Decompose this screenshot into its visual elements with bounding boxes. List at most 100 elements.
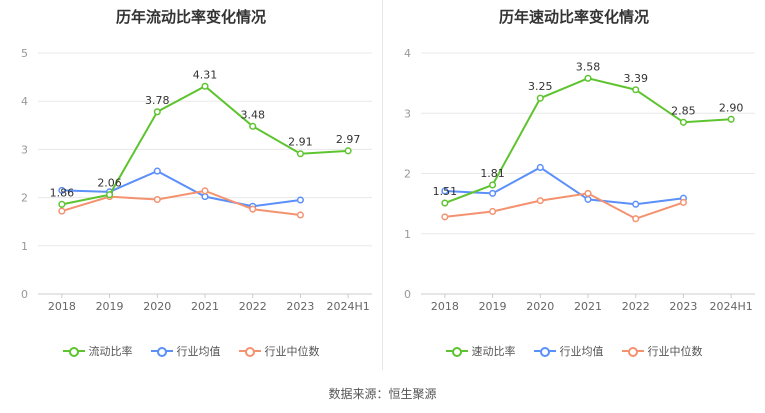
y-tick-label: 0 (404, 288, 411, 301)
data-point-avg (296, 196, 304, 204)
data-label: 3.48 (240, 108, 265, 121)
y-tick-label: 2 (404, 168, 411, 181)
y-tick-label: 1 (21, 240, 28, 253)
x-tick-label: 2023 (286, 300, 314, 313)
x-tick-label: 2022 (622, 300, 650, 313)
data-point-main (296, 150, 304, 158)
x-tick-label: 2019 (96, 300, 124, 313)
legend-item-avg[interactable]: 行业均值 (150, 343, 221, 359)
data-point-main (679, 118, 687, 126)
data-label: 2.97 (336, 133, 361, 146)
y-tick-label: 2 (21, 192, 28, 205)
data-label: 2.85 (671, 104, 696, 117)
data-point-avg (536, 163, 544, 172)
data-point-avg (632, 200, 640, 208)
legend-label: 行业均值 (176, 345, 221, 358)
legend-item-main[interactable]: 速动比率 (445, 343, 516, 359)
data-point-median (58, 207, 66, 215)
legend-marker-icon (62, 346, 85, 357)
data-label: 1.86 (50, 186, 75, 199)
x-tick-label: 2024H1 (710, 300, 753, 313)
x-tick-label: 2018 (48, 300, 76, 313)
chart-legend: 速动比率 行业均值 行业中位数 (383, 343, 765, 359)
legend-label: 速动比率 (471, 345, 516, 358)
legend-item-main[interactable]: 流动比率 (62, 343, 133, 359)
data-point-median (249, 205, 257, 213)
data-label: 3.39 (623, 72, 648, 85)
data-label: 2.06 (97, 177, 122, 190)
data-label: 1.51 (433, 185, 458, 198)
legend-label: 流动比率 (88, 345, 133, 358)
chart-panel-current-ratio: 历年流动比率变化情况 0 1 2 3 4 5 2018 2019 2020 2021 2022 202… (0, 0, 382, 380)
series-line-median (61, 189, 301, 216)
data-point-main (536, 94, 544, 102)
y-tick-label: 4 (21, 95, 28, 108)
data-point-avg (441, 187, 449, 195)
chart-plot-current-ratio: 0 1 2 3 4 5 2018 2019 2020 2021 2022 2023 2024H1 1.86… (21, 47, 372, 313)
legend-item-median[interactable]: 行业中位数 (238, 343, 320, 359)
data-point-median (679, 198, 687, 206)
chart-panel-quick-ratio: 历年速动比率变化情况 0 1 2 3 4 2018 2019 2020 2021 2022 2023… (383, 0, 765, 380)
data-point-main (249, 122, 257, 130)
legend-label: 行业中位数 (264, 345, 320, 358)
legend-marker-icon (533, 346, 556, 357)
data-label: 3.25 (528, 80, 553, 93)
data-label: 4.31 (193, 68, 218, 81)
data-point-main (201, 82, 209, 90)
data-label: 2.90 (719, 101, 744, 114)
data-point-median (536, 197, 544, 205)
x-tick-label: 2019 (479, 300, 507, 313)
x-tick-label: 2021 (191, 300, 219, 313)
data-point-median (201, 187, 209, 195)
data-point-avg (58, 186, 66, 194)
y-tick-label: 1 (404, 228, 411, 241)
data-point-main (153, 108, 161, 116)
legend-marker-icon (445, 346, 468, 357)
data-point-main (489, 181, 497, 189)
legend-label: 行业均值 (559, 345, 604, 358)
x-tick-label: 2021 (574, 300, 602, 313)
y-tick-label: 0 (21, 288, 28, 301)
y-tick-label: 3 (21, 143, 28, 156)
panel-divider (382, 0, 383, 370)
data-label: 3.78 (145, 94, 170, 107)
legend-marker-icon (238, 346, 261, 357)
x-tick-label: 2020 (143, 300, 171, 313)
data-point-avg (489, 189, 497, 197)
series-line-median (444, 192, 684, 220)
data-point-avg (153, 167, 161, 175)
legend-label: 行业中位数 (647, 345, 703, 358)
x-tick-label: 2018 (431, 300, 459, 313)
legend-item-median[interactable]: 行业中位数 (621, 343, 703, 359)
data-point-median (153, 195, 161, 204)
y-tick-label: 4 (404, 47, 411, 60)
y-tick-label: 3 (404, 107, 411, 120)
chart-legend: 流动比率 行业均值 行业中位数 (0, 343, 382, 359)
chart-title: 历年速动比率变化情况 (498, 8, 649, 26)
data-point-main (584, 74, 592, 82)
x-tick-label: 2024H1 (327, 300, 370, 313)
data-label: 3.58 (576, 60, 601, 73)
x-tick-label: 2022 (239, 300, 267, 313)
series-line-avg (444, 166, 684, 206)
data-point-main (632, 86, 640, 94)
data-point-median (441, 213, 449, 221)
y-tick-label: 5 (21, 47, 28, 60)
data-source-note: 数据来源：恒生聚源 (328, 387, 437, 401)
data-point-median (489, 207, 497, 216)
data-point-main (727, 115, 735, 123)
series-line-main (444, 77, 732, 204)
data-point-median (584, 189, 592, 197)
data-point-main (344, 147, 352, 155)
chart-title: 历年流动比率变化情况 (115, 8, 266, 26)
data-label: 2.91 (288, 136, 313, 149)
data-point-main (441, 199, 449, 207)
data-point-main (58, 200, 66, 208)
data-point-median (296, 211, 304, 219)
x-tick-label: 2020 (526, 300, 554, 313)
data-label: 1.81 (480, 167, 505, 180)
legend-marker-icon (150, 346, 173, 357)
legend-item-avg[interactable]: 行业均值 (533, 343, 604, 359)
data-point-median (632, 215, 640, 223)
data-point-avg (584, 195, 592, 203)
